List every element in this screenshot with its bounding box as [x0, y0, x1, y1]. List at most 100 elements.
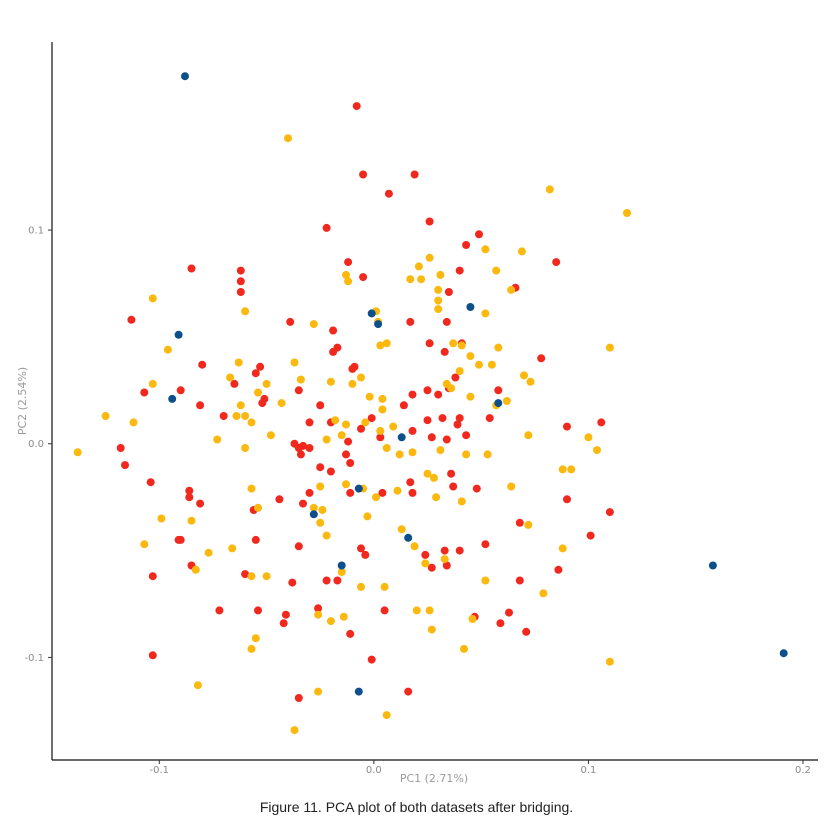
scatter-point	[230, 379, 239, 388]
scatter-point	[395, 450, 404, 459]
scatter-point	[552, 258, 561, 267]
scatter-point	[449, 339, 458, 348]
scatter-point	[361, 418, 370, 427]
scatter-point	[204, 548, 213, 557]
scatter-point	[376, 426, 385, 435]
scatter-point	[376, 341, 385, 350]
scatter-point	[299, 441, 307, 450]
scatter-point	[337, 431, 346, 440]
scatter-point	[397, 433, 406, 442]
scatter-point	[455, 266, 464, 275]
scatter-point	[427, 563, 436, 572]
tick-labels: -0.1 0.0 0.1 0.2 -0.1 0.0 0.1	[24, 226, 810, 776]
scatter-point	[262, 379, 271, 388]
scatter-point	[314, 604, 323, 613]
scatter-point	[148, 294, 157, 303]
scatter-point	[157, 514, 166, 523]
scatter-point	[196, 499, 205, 508]
scatter-point	[423, 386, 432, 395]
scatter-point	[148, 379, 157, 388]
scatter-point	[515, 518, 524, 527]
scatter-point	[357, 424, 365, 433]
scatter-point	[329, 347, 338, 356]
scatter-point	[389, 422, 398, 431]
scatter-point	[251, 634, 260, 643]
scatter-point	[462, 431, 471, 440]
scatter-point	[374, 320, 383, 329]
scatter-point	[494, 399, 503, 408]
scatter-point	[372, 493, 380, 502]
scatter-point	[228, 544, 237, 553]
scatter-point	[526, 377, 535, 386]
scatter-point	[342, 420, 350, 429]
scatter-point	[382, 339, 391, 348]
scatter-point	[382, 711, 391, 720]
x-tick-label: 0.1	[580, 765, 596, 776]
scatter-point	[337, 561, 346, 570]
scatter-point	[505, 608, 513, 617]
scatter-point	[440, 347, 449, 356]
scatter-point	[185, 493, 194, 502]
scatter-point	[434, 296, 443, 305]
scatter-point	[558, 544, 567, 553]
scatter-point	[348, 379, 357, 388]
scatter-point	[494, 386, 503, 395]
scatter-point	[462, 241, 471, 249]
pca-scatter-plot: -0.1 0.0 0.1 0.2 -0.1 0.0 0.1 PC1 (2.71%) PC2 …	[16, 42, 818, 785]
scatter-point	[404, 687, 413, 696]
scatter-point	[481, 245, 490, 254]
scatter-point	[73, 448, 82, 457]
scatter-point	[472, 484, 481, 493]
scatter-point	[563, 495, 571, 504]
scatter-point	[427, 433, 436, 442]
scatter-point	[442, 435, 451, 444]
scatter-point	[309, 510, 318, 519]
scatter-point	[449, 482, 458, 491]
y-tick-label: 0.1	[28, 226, 44, 237]
scatter-point	[309, 320, 318, 329]
scatter-point	[393, 486, 402, 495]
scatter-point	[294, 694, 303, 702]
scatter-point	[483, 450, 492, 459]
scatter-point	[305, 488, 314, 497]
scatter-point	[586, 531, 595, 540]
scatter-point	[140, 540, 149, 549]
scatter-point	[247, 484, 256, 493]
scatter-point	[187, 516, 196, 525]
x-tick-label: 0.2	[795, 765, 811, 776]
scatter-point	[475, 360, 483, 369]
scatter-point	[584, 433, 593, 442]
scatter-point	[196, 401, 205, 410]
scatter-point	[247, 572, 256, 581]
scatter-point	[359, 273, 368, 282]
scatter-point	[378, 394, 387, 403]
scatter-point	[382, 444, 391, 452]
scatter-point	[457, 341, 466, 350]
scatter-point	[342, 480, 350, 489]
scatter-point	[417, 275, 426, 284]
scatter-point	[357, 582, 365, 591]
scatter-point	[174, 535, 183, 544]
scatter-point	[406, 317, 415, 326]
scatter-point	[305, 444, 314, 452]
scatter-point	[174, 330, 183, 339]
scatter-point	[241, 570, 250, 579]
scatter-point	[241, 412, 250, 420]
scatter-point	[455, 546, 464, 555]
scatter-point	[236, 401, 245, 410]
scatter-point	[434, 390, 443, 399]
scatter-point	[346, 629, 355, 638]
scatter-point	[290, 726, 299, 735]
scatter-point	[279, 619, 288, 628]
x-tick-label: 0.0	[366, 765, 382, 776]
scatter-point	[234, 358, 243, 367]
scatter-point	[254, 606, 262, 615]
scatter-point	[708, 561, 717, 570]
scatter-point	[247, 418, 256, 427]
scatter-point	[168, 394, 177, 403]
scatter-point	[421, 559, 430, 568]
scatter-point	[129, 418, 138, 427]
scatter-point	[432, 493, 441, 502]
scatter-point	[593, 446, 601, 455]
scatter-point	[455, 367, 464, 376]
